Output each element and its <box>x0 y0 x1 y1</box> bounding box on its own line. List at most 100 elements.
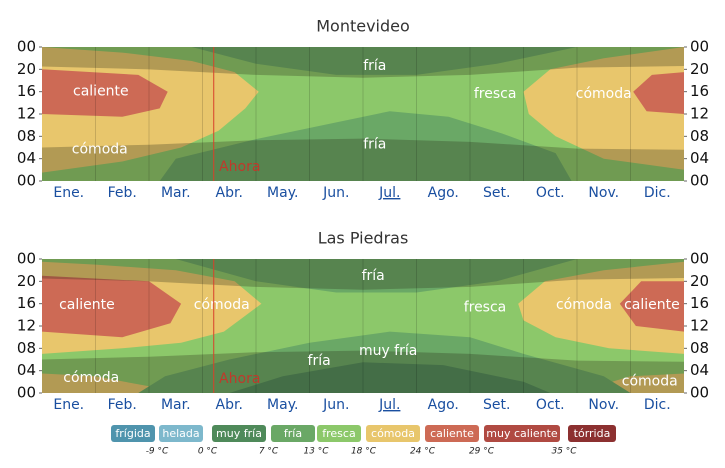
month-label: Dic. <box>644 185 671 201</box>
legend-label: caliente <box>430 427 474 440</box>
legend-label: helada <box>162 427 199 440</box>
month-label: Feb. <box>108 397 137 413</box>
month-label: Set. <box>483 397 510 413</box>
band-label: fría <box>363 137 386 153</box>
y-tick-label: 00 <box>690 384 709 402</box>
temperature-band <box>633 72 684 114</box>
legend-swatch <box>366 425 420 442</box>
threshold-label: 13 °C <box>303 447 329 457</box>
legend-swatch <box>159 425 203 442</box>
legend-swatch <box>425 425 479 442</box>
band-label: muy fría <box>359 343 417 359</box>
month-label: Oct. <box>536 185 565 201</box>
temperature-band <box>138 331 631 393</box>
legend-swatch <box>484 425 560 442</box>
y-tick-label: 00 <box>17 172 36 190</box>
temperature-band <box>159 111 572 181</box>
month-label: Ene. <box>53 185 84 201</box>
legend-label: cómoda <box>371 427 415 440</box>
month-label: Nov. <box>588 185 619 201</box>
y-tick-label: 00 <box>17 384 36 402</box>
band-label: cómoda <box>63 370 119 386</box>
y-tick-label: 20 <box>17 60 36 78</box>
month-label: Abr. <box>216 397 243 413</box>
month-label: Set. <box>483 185 510 201</box>
chart-title: Las Piedras <box>318 229 409 248</box>
month-label: Dic. <box>644 397 671 413</box>
band-label: fría <box>362 268 385 284</box>
y-tick-label: 16 <box>690 82 709 100</box>
legend-label: tórrida <box>574 427 611 440</box>
threshold-label: 29 °C <box>469 447 495 457</box>
night-shade <box>42 259 684 290</box>
legend-label: fría <box>284 427 302 440</box>
chart: Las Piedras 00 00 04 04 08 08 12 12 16 16 20 20 00 00 E… <box>17 229 709 414</box>
month-label: May. <box>267 397 298 413</box>
threshold-label: 35 °C <box>551 447 577 457</box>
y-tick-label: 08 <box>690 127 709 145</box>
temperature-band <box>175 259 578 293</box>
temperature-band <box>619 281 684 332</box>
y-tick-label: 00 <box>17 250 36 268</box>
band-label: cómoda <box>622 373 678 389</box>
month-label: Ago. <box>428 397 459 413</box>
band-label: fría <box>363 58 386 74</box>
y-tick-label: 04 <box>690 149 709 167</box>
night-shade <box>42 138 684 181</box>
chart-title: Montevideo <box>316 17 410 36</box>
y-tick-label: 20 <box>690 272 709 290</box>
legend-swatch <box>111 425 155 442</box>
threshold-label: -9 °C <box>146 447 169 457</box>
y-tick-label: 12 <box>17 317 36 335</box>
now-label: Ahora <box>219 371 260 387</box>
legend-label: fresca <box>322 427 355 440</box>
month-label: Ago. <box>428 185 459 201</box>
band-label: cómoda <box>556 297 612 313</box>
now-label: Ahora <box>219 159 260 175</box>
month-label: Mar. <box>161 397 191 413</box>
night-shade <box>42 350 684 393</box>
month-label: May. <box>267 185 298 201</box>
y-tick-label: 00 <box>17 38 36 56</box>
y-tick-label: 04 <box>17 149 36 167</box>
band-label: cómoda <box>72 142 128 158</box>
month-label: Jul. <box>378 185 400 201</box>
y-tick-label: 16 <box>690 294 709 312</box>
y-tick-label: 12 <box>690 105 709 123</box>
threshold-label: 7 °C <box>259 447 279 457</box>
temperature-band <box>191 47 578 75</box>
month-label: Feb. <box>108 185 137 201</box>
month-label: Jun. <box>322 397 349 413</box>
legend-swatch <box>317 425 361 442</box>
band-label: cómoda <box>576 86 632 102</box>
band-label: cómoda <box>194 297 250 313</box>
legend-label: muy caliente <box>486 427 558 440</box>
band-label: fresca <box>474 86 517 102</box>
legend-swatch <box>568 425 616 442</box>
band-label: caliente <box>73 84 129 100</box>
threshold-label: 18 °C <box>351 447 377 457</box>
y-tick-label: 16 <box>17 294 36 312</box>
month-label: Oct. <box>536 397 565 413</box>
night-shade <box>42 47 684 78</box>
legend-swatch <box>212 425 266 442</box>
month-label: Jun. <box>322 185 349 201</box>
y-tick-label: 04 <box>17 361 36 379</box>
y-tick-label: 08 <box>690 339 709 357</box>
y-tick-label: 12 <box>690 317 709 335</box>
temperature-band <box>42 373 176 393</box>
band-label: fresca <box>464 300 507 316</box>
y-tick-label: 20 <box>690 60 709 78</box>
y-tick-label: 20 <box>17 272 36 290</box>
band-label: caliente <box>59 297 115 313</box>
y-tick-label: 00 <box>690 172 709 190</box>
band-label: fría <box>308 353 331 369</box>
month-label: Abr. <box>216 185 243 201</box>
temperature-band <box>229 362 551 393</box>
y-tick-label: 08 <box>17 127 36 145</box>
temperature-band <box>42 69 168 117</box>
chart: Montevideo 00 00 04 04 08 08 12 12 16 16 20 20 00 00 En… <box>17 17 709 202</box>
legend-swatch <box>271 425 315 442</box>
y-tick-label: 00 <box>690 250 709 268</box>
